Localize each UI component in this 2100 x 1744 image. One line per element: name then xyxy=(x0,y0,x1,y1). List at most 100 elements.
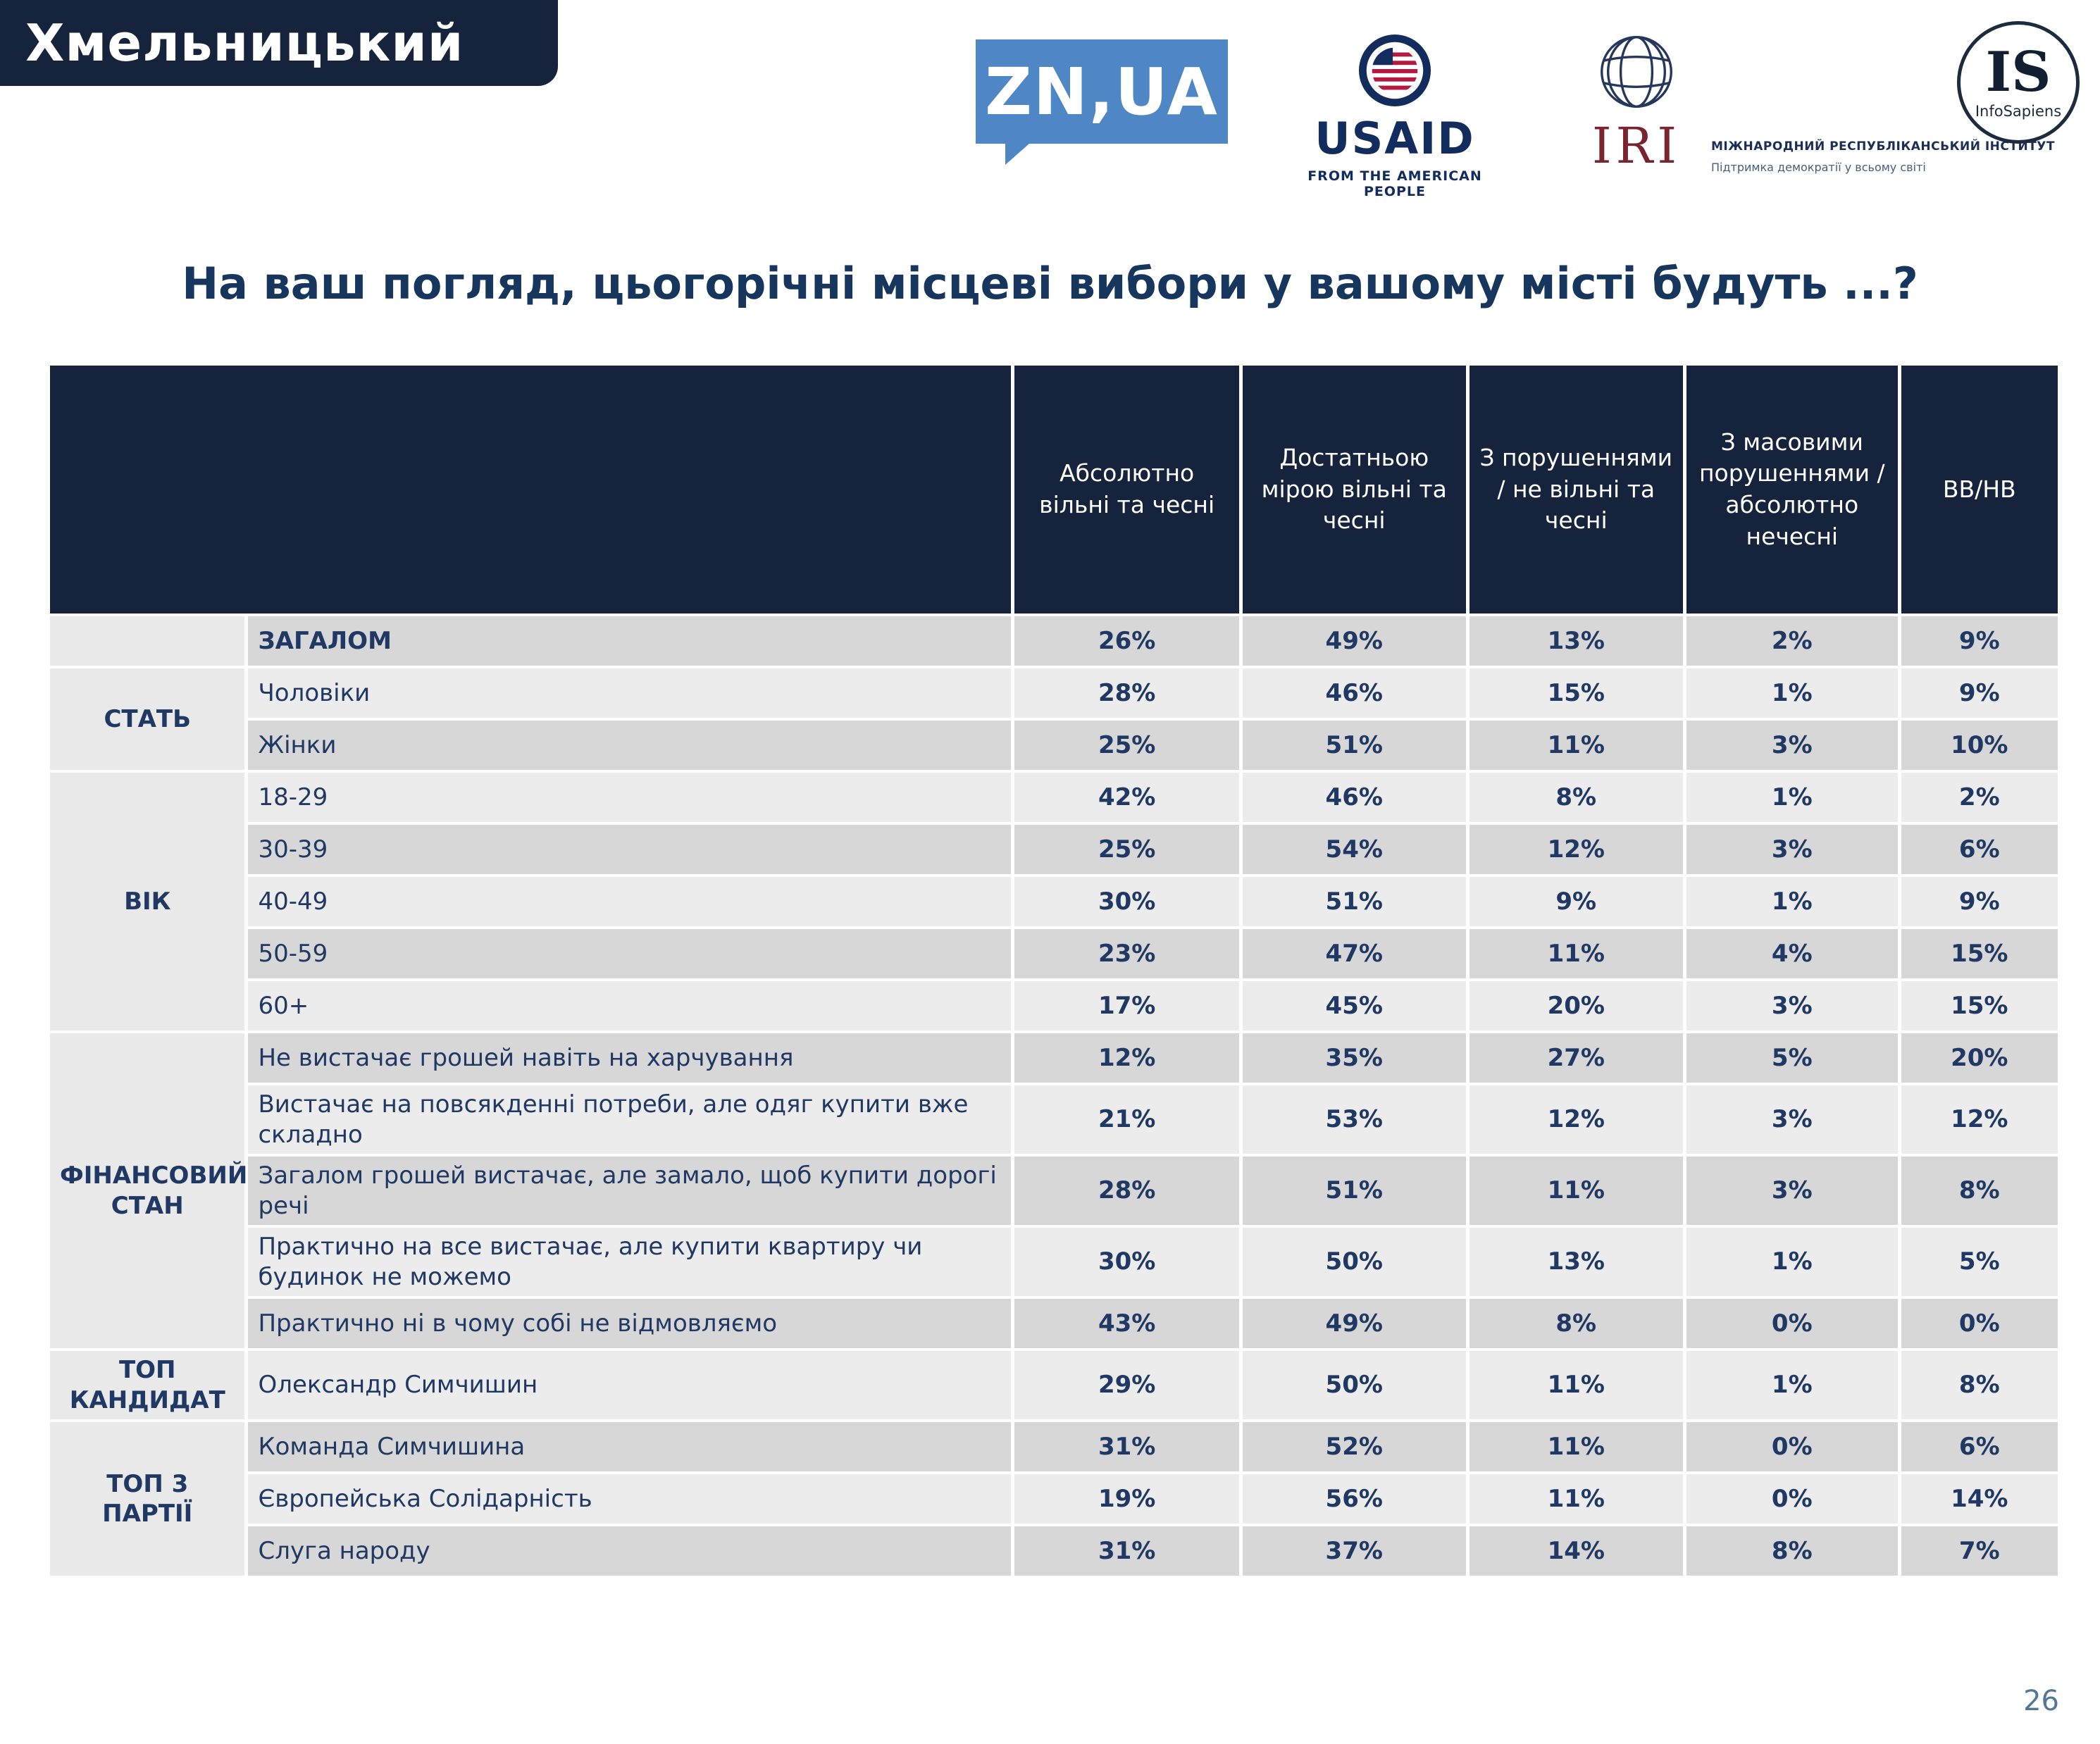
column-header-with-violations: З порушеннями / не вільні та чесні xyxy=(1469,366,1684,613)
table-cell: 11% xyxy=(1469,929,1684,978)
table-cell: 11% xyxy=(1469,1157,1684,1225)
category-cell-top-candidate: ТОП КАНДИДАТ xyxy=(50,1351,245,1419)
table-cell: 3% xyxy=(1686,981,1898,1030)
iri-caption: МІЖНАРОДНИЙ РЕСПУБЛІКАНСЬКИЙ ІНСТИТУТ Пі… xyxy=(1711,32,2055,175)
table-cell: 4% xyxy=(1686,929,1898,978)
table-cell: 25% xyxy=(1014,721,1239,770)
table-row: Загалом грошей вистачає, але замало, щоб… xyxy=(50,1157,2058,1225)
table-row: ВІК 18-29 42% 46% 8% 1% 2% xyxy=(50,773,2058,1030)
table-row: Слуга народу 31% 37% 14% 8% 7% xyxy=(50,1526,2058,1576)
table-cell: 9% xyxy=(1901,668,2058,718)
category-cell-top-parties: ТОП 3 ПАРТІЇ xyxy=(50,1422,245,1576)
table-cell: 11% xyxy=(1469,721,1684,770)
table-cell: 1% xyxy=(1686,668,1898,718)
table-cell: 1% xyxy=(1686,1228,1898,1296)
table-cell: 29% xyxy=(1014,1351,1239,1419)
table-cell: 3% xyxy=(1686,1157,1898,1225)
infosapiens-monogram: IS xyxy=(1985,40,2051,104)
table-cell: 14% xyxy=(1469,1526,1684,1576)
iri-caption-line1: МІЖНАРОДНИЙ РЕСПУБЛІКАНСЬКИЙ ІНСТИТУТ xyxy=(1711,139,2056,154)
row-label: Європейська Солідарність xyxy=(248,1474,1012,1524)
row-label: 50-59 xyxy=(248,929,1012,978)
table-cell: 35% xyxy=(1242,1033,1466,1083)
table-cell: 37% xyxy=(1242,1526,1466,1576)
row-label: Практично на все вистачає, але купити кв… xyxy=(248,1228,1012,1296)
infosapiens-logo: IS InfoSapiens xyxy=(1957,21,2080,144)
table-cell: 1% xyxy=(1686,877,1898,926)
table-cell: 3% xyxy=(1686,1085,1898,1154)
table-cell: 23% xyxy=(1014,929,1239,978)
table-cell: 54% xyxy=(1242,825,1466,874)
table-cell: 6% xyxy=(1901,825,2058,874)
table-cell: 9% xyxy=(1901,877,2058,926)
table-cell: 14% xyxy=(1901,1474,2058,1524)
table-cell: 20% xyxy=(1901,1033,2058,1083)
table-cell: 31% xyxy=(1014,1422,1239,1471)
infosapiens-name: InfoSapiens xyxy=(1975,103,2062,120)
row-label: Олександр Симчишин xyxy=(248,1351,1012,1419)
table-cell: 9% xyxy=(1469,877,1684,926)
table-cell: 8% xyxy=(1901,1157,2058,1225)
znua-logo: ZN,UA xyxy=(976,39,1228,165)
table-cell: 5% xyxy=(1686,1033,1898,1083)
table-cell: 8% xyxy=(1469,773,1684,822)
znua-speech-tail-icon xyxy=(1005,144,1029,165)
table-cell: 10% xyxy=(1901,721,2058,770)
table-row: 40-49 30% 51% 9% 1% 9% xyxy=(50,877,2058,926)
table-cell: 28% xyxy=(1014,668,1239,718)
table-row: ЗАГАЛОМ 26% 49% 13% 2% 9% xyxy=(50,616,2058,666)
row-label: Команда Симчишина xyxy=(248,1422,1012,1471)
row-label: Вистачає на повсякденні потреби, але одя… xyxy=(248,1085,1012,1154)
usaid-seal-icon xyxy=(1358,34,1431,107)
usaid-tagline: FROM THE AMERICAN PEOPLE xyxy=(1307,168,1482,199)
table-header-row: Абсолютно вільні та чесні Достатньою мір… xyxy=(50,366,2058,613)
row-label: Жінки xyxy=(248,721,1012,770)
page-number: 26 xyxy=(2023,1685,2059,1717)
row-label: Слуга народу xyxy=(248,1526,1012,1576)
table-cell: 3% xyxy=(1686,825,1898,874)
table-cell: 8% xyxy=(1901,1351,2058,1419)
table-cell: 1% xyxy=(1686,1351,1898,1419)
table-row: СТАТЬ Чоловіки 28% 46% 15% 1% 9% xyxy=(50,668,2058,770)
table-cell: 11% xyxy=(1469,1422,1684,1471)
table-cell: 12% xyxy=(1014,1033,1239,1083)
table-cell: 7% xyxy=(1901,1526,2058,1576)
city-name: Хмельницький xyxy=(25,13,464,73)
table-cell: 26% xyxy=(1014,616,1239,666)
column-header-dk-na: ВВ/НВ xyxy=(1901,366,2058,613)
table-row: ТОП КАНДИДАТ Олександр Симчишин 29% 50% … xyxy=(50,1351,2058,1419)
column-header-absolutely-free: Абсолютно вільні та чесні xyxy=(1014,366,1239,613)
table-cell: 25% xyxy=(1014,825,1239,874)
table-cell: 51% xyxy=(1242,721,1466,770)
table-cell: 50% xyxy=(1242,1228,1466,1296)
table-cell: 2% xyxy=(1901,773,2058,822)
table-row: 50-59 23% 47% 11% 4% 15% xyxy=(50,929,2058,978)
table-cell: 46% xyxy=(1242,773,1466,822)
table-cell: 12% xyxy=(1469,825,1684,874)
table-cell: 31% xyxy=(1014,1526,1239,1576)
table-cell: 5% xyxy=(1901,1228,2058,1296)
table-cell: 53% xyxy=(1242,1085,1466,1154)
table-row: ТОП 3 ПАРТІЇ Команда Симчишина 31% 52% 1… xyxy=(50,1422,2058,1576)
table-cell: 0% xyxy=(1686,1474,1898,1524)
table-cell: 15% xyxy=(1901,929,2058,978)
table-cell: 8% xyxy=(1686,1526,1898,1576)
table-cell: 13% xyxy=(1469,616,1684,666)
table-row: Вистачає на повсякденні потреби, але одя… xyxy=(50,1085,2058,1154)
table-cell: 0% xyxy=(1686,1299,1898,1348)
table-cell: 19% xyxy=(1014,1474,1239,1524)
table-cell: 50% xyxy=(1242,1351,1466,1419)
table-cell: 56% xyxy=(1242,1474,1466,1524)
results-table: Абсолютно вільні та чесні Достатньою мір… xyxy=(46,363,2061,1578)
column-header-sufficiently-free: Достатньою мірою вільні та чесні xyxy=(1242,366,1466,613)
table-row: Практично ні в чому собі не відмовляємо … xyxy=(50,1299,2058,1348)
table-cell: 12% xyxy=(1901,1085,2058,1154)
table-cell: 45% xyxy=(1242,981,1466,1030)
iri-caption-line2: Підтримка демократії у всьому світі xyxy=(1711,161,1926,174)
table-cell: 2% xyxy=(1686,616,1898,666)
table-cell: 6% xyxy=(1901,1422,2058,1471)
category-cell xyxy=(50,616,245,666)
table-row: Жінки 25% 51% 11% 3% 10% xyxy=(50,721,2058,770)
table-cell: 20% xyxy=(1469,981,1684,1030)
table-cell: 43% xyxy=(1014,1299,1239,1348)
